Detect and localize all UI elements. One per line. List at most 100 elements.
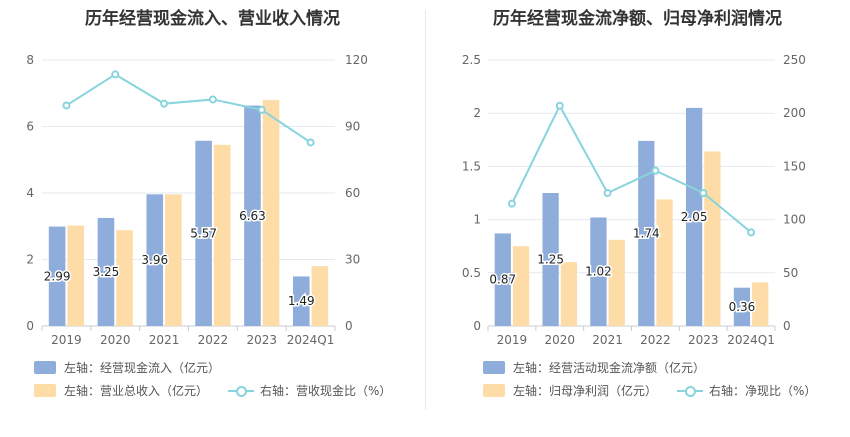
legend-item-net-cashflow[interactable]: 左轴：经营活动现金流净额（亿元） — [483, 359, 705, 376]
ratio-point — [208, 95, 217, 104]
x-axis-tick-label: 2021 — [592, 333, 623, 347]
bar-secondary — [752, 282, 769, 326]
x-axis-tick-label: 2023 — [688, 333, 719, 347]
legend-item-cash-inflow[interactable]: 左轴：经营现金流入（亿元） — [34, 359, 220, 376]
x-axis-tick-label: 2020 — [544, 333, 575, 347]
x-axis-tick-label: 2022 — [640, 333, 671, 347]
bar-secondary — [67, 225, 85, 326]
ratio-point — [747, 228, 756, 237]
legend-item-revenue[interactable]: 左轴：营业总收入（亿元） — [34, 382, 208, 399]
bar-data-label: 3.25 — [93, 265, 120, 279]
chart-plot-netcash-profit: 0 0.5 1 1.5 2 2.5 0 50 100 150 200 250 2019 2020 2021 2… — [462, 53, 806, 347]
bar-secondary — [116, 230, 133, 326]
left-axis-tick-label: 1 — [473, 213, 481, 227]
chart-plot-cashflow-revenue: 0 2 4 6 8 0 30 60 90 120 2019 2020 2021 2022 2023 2024Q… — [26, 53, 368, 347]
ratio-point — [603, 189, 612, 197]
right-axis-tick-label: 60 — [345, 186, 360, 200]
bar-secondary — [656, 199, 673, 326]
bar-data-label: 1.25 — [537, 253, 564, 267]
legend-swatch-line — [677, 384, 704, 397]
bar-data-label: 3.96 — [141, 253, 168, 267]
legend-swatch-line — [228, 384, 255, 397]
bar-secondary — [560, 262, 578, 326]
right-axis-tick-label: 50 — [783, 266, 798, 280]
bar-data-label: 1.74 — [633, 226, 660, 240]
legend-label: 左轴：经营现金流入（亿元） — [64, 360, 221, 375]
bar-primary — [97, 217, 115, 326]
right-axis-tick-label: 150 — [783, 159, 806, 173]
x-axis-tick-label: 2019 — [497, 333, 528, 347]
bar-primary — [146, 194, 164, 326]
left-axis-tick-label: 4 — [26, 186, 34, 200]
left-axis-tick-label: 0 — [26, 319, 34, 333]
legend-label: 右轴：净现比（%） — [709, 383, 817, 398]
right-axis-tick-label: 250 — [783, 53, 806, 67]
bar-data-label: 5.57 — [190, 226, 217, 240]
ratio-point — [257, 105, 266, 114]
bar-data-label: 1.49 — [288, 294, 315, 308]
ratio-point — [651, 166, 660, 175]
legend-swatch-bar — [483, 383, 505, 397]
x-axis-tick-label: 2019 — [51, 333, 82, 347]
right-axis-tick-label: 30 — [345, 253, 360, 267]
left-axis-tick-label: 1.5 — [462, 159, 481, 173]
right-axis-tick-label: 0 — [783, 319, 791, 333]
chart-title: 历年经营现金流入、营业收入情况 — [85, 9, 340, 29]
bar-primary — [733, 287, 751, 326]
legend-label: 左轴：营业总收入（亿元） — [64, 383, 209, 398]
left-axis-tick-label: 8 — [26, 53, 34, 67]
x-axis-tick-label: 2023 — [246, 333, 277, 347]
chart-panel-cashflow-revenue: 历年经营现金流入、营业收入情况 0 2 4 6 8 0 30 60 90 120 2019 2020 2… — [26, 9, 391, 399]
ratio-point — [306, 138, 315, 147]
ratio-point — [699, 189, 708, 197]
left-axis-tick-label: 2 — [26, 253, 34, 267]
left-axis-tick-label: 6 — [26, 120, 34, 134]
chart-panel-netcash-profit: 历年经营现金流净额、归母净利润情况 0 0.5 1 1.5 2 2.5 0 50 100 150 2… — [425, 0, 850, 437]
ratio-line — [65, 73, 312, 144]
legend-label: 左轴：经营活动现金流净额（亿元） — [513, 360, 706, 375]
legend-swatch-bar — [483, 360, 505, 374]
bar-secondary — [262, 99, 280, 327]
legend-label: 左轴：归母净利润（亿元） — [513, 383, 658, 398]
bar-primary — [48, 226, 66, 326]
ratio-point — [507, 199, 516, 208]
right-axis-tick-label: 90 — [345, 120, 360, 134]
right-axis-tick-label: 120 — [345, 53, 368, 67]
ratio-point — [555, 101, 564, 110]
x-axis-tick-label: 2020 — [100, 333, 131, 347]
bar-secondary — [512, 246, 530, 326]
left-axis-tick-label: 2.5 — [462, 53, 481, 67]
right-axis-tick-label: 200 — [783, 106, 806, 120]
x-axis-tick-label: 2022 — [198, 333, 229, 347]
bar-secondary — [608, 239, 625, 326]
bar-data-label: 2.05 — [681, 210, 708, 224]
bar-primary — [244, 105, 261, 327]
legend-item-net-profit[interactable]: 左轴：归母净利润（亿元） — [483, 382, 657, 399]
legend-label: 右轴：营收现金比（%） — [260, 383, 392, 398]
bar-primary — [638, 140, 655, 326]
bar-data-label: 1.02 — [585, 265, 612, 279]
bar-data-label: 0.87 — [489, 273, 516, 287]
bar-primary — [292, 276, 310, 326]
left-axis-tick-label: 2 — [473, 106, 481, 120]
legend-item-net-cash-ratio[interactable]: 右轴：净现比（%） — [677, 382, 816, 399]
x-axis-tick-label: 2021 — [149, 333, 180, 347]
bar-data-label: 0.36 — [729, 300, 756, 314]
chart-title: 历年经营现金流净额、归母净利润情况 — [493, 9, 782, 29]
left-axis-tick-label: 0 — [473, 319, 481, 333]
right-axis-tick-label: 0 — [345, 319, 353, 333]
bar-data-label: 6.63 — [239, 209, 266, 223]
bar-secondary — [165, 194, 182, 326]
ratio-point — [111, 70, 120, 79]
bar-secondary — [704, 151, 721, 326]
bar-data-label: 2.99 — [44, 269, 71, 283]
bar-primary — [685, 107, 703, 326]
bar-primary — [195, 140, 212, 326]
bar-secondary — [311, 266, 329, 326]
legend-item-ratio[interactable]: 右轴：营收现金比（%） — [228, 382, 391, 399]
x-axis-tick-label: 2024Q1 — [727, 333, 775, 347]
legend-swatch-bar — [34, 383, 56, 397]
bar-primary — [542, 193, 559, 326]
panel-divider — [425, 10, 426, 410]
ratio-point — [160, 99, 169, 108]
